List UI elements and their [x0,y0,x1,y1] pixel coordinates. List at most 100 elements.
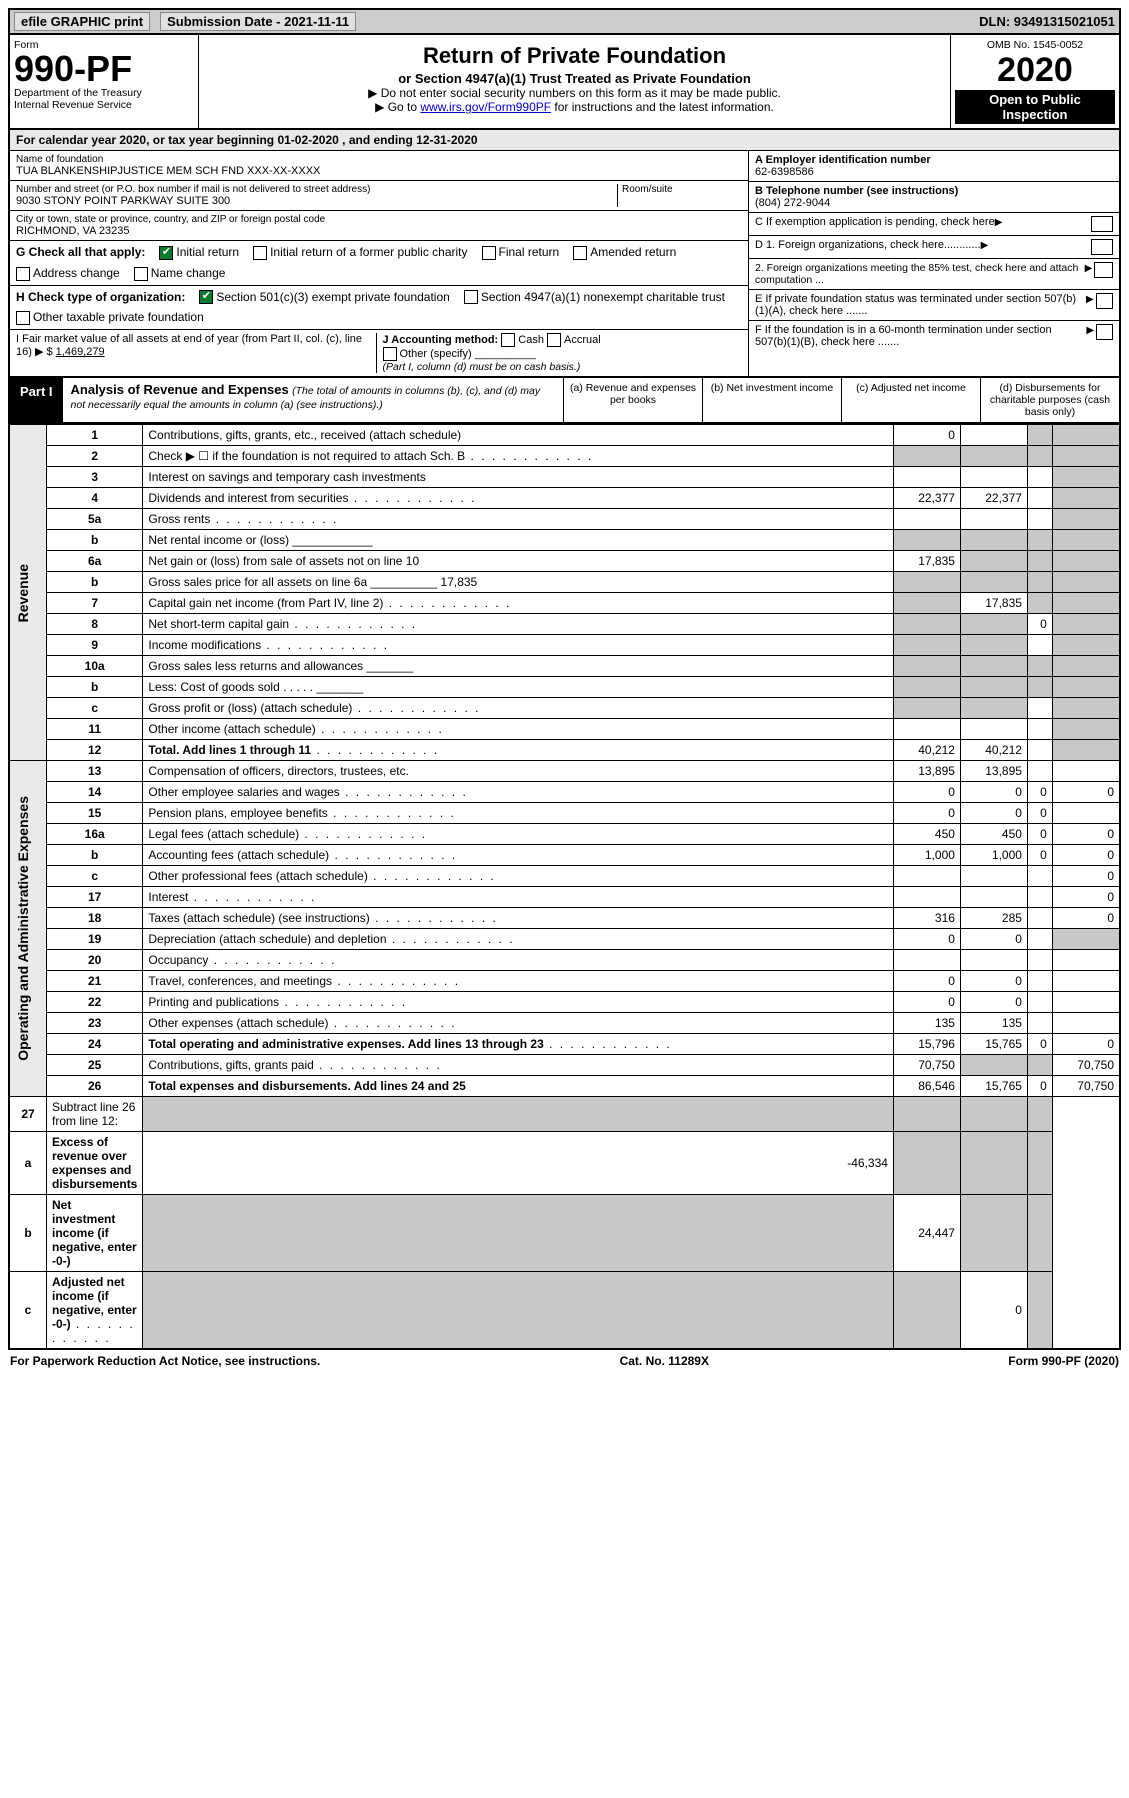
cell-value [1027,1013,1052,1034]
check-accrual[interactable] [547,333,561,347]
line-text: Depreciation (attach schedule) and deple… [143,929,894,950]
check-501c3[interactable]: ✔ [199,290,213,304]
line-text: Gross rents [143,509,894,530]
cell-grey [1052,425,1120,446]
check-other-tax[interactable] [16,311,30,325]
check-address-change[interactable] [16,267,30,281]
line-text: Less: Cost of goods sold . . . . . _____… [143,677,894,698]
h-opt-0: Section 501(c)(3) exempt private foundat… [216,290,449,304]
line-num: 23 [47,1013,143,1034]
check-amended[interactable] [573,246,587,260]
cell-value: 0 [1027,1076,1052,1097]
form-header: Form 990-PF Department of the Treasury I… [8,35,1121,130]
city-state: RICHMOND, VA 23235 [16,225,742,237]
line-text: Contributions, gifts, grants, etc., rece… [143,425,894,446]
line-text: Excess of revenue over expenses and disb… [47,1132,143,1195]
cell-value [1027,950,1052,971]
j-label: J Accounting method: [383,334,499,346]
form-subtitle: or Section 4947(a)(1) Trust Treated as P… [205,71,944,86]
line-text: Adjusted net income (if negative, enter … [47,1272,143,1350]
efile-print-btn[interactable]: efile GRAPHIC print [14,12,150,31]
line-num: 9 [47,635,143,656]
check-initial-return[interactable]: ✔ [159,246,173,260]
check-4947[interactable] [464,290,478,304]
cell-grey [960,677,1027,698]
part1-title: Analysis of Revenue and Expenses [71,382,289,397]
cell-value: 0 [893,803,960,824]
cell-value [1027,971,1052,992]
check-final-return[interactable] [482,246,496,260]
line-text: Check ▶ ☐ if the foundation is not requi… [143,446,894,467]
irs: Internal Revenue Service [14,99,194,111]
col-c: (c) Adjusted net income [841,378,980,422]
cell-grey [1052,530,1120,551]
cell-value [1052,761,1120,782]
line-text: Total operating and administrative expen… [143,1034,894,1055]
cell-grey [143,1195,894,1272]
cell-value [960,467,1027,488]
part1-header: Part I Analysis of Revenue and Expenses … [8,378,1121,424]
cell-value: 86,546 [893,1076,960,1097]
check-d2[interactable] [1094,262,1113,278]
line-text: Travel, conferences, and meetings [143,971,894,992]
c-label: C If exemption application is pending, c… [755,216,995,232]
cell-value: 0 [1052,866,1120,887]
addr-label: Number and street (or P.O. box number if… [16,184,617,195]
table-row: 14Other employee salaries and wages0000 [9,782,1120,803]
section-label: Revenue [9,425,47,761]
h-opt-2: Other taxable private foundation [33,310,204,324]
check-cash[interactable] [501,333,515,347]
line-num: 25 [47,1055,143,1076]
check-initial-former[interactable] [253,246,267,260]
cell-grey [1052,509,1120,530]
cell-value: 316 [893,908,960,929]
cell-grey [893,698,960,719]
cell-value [960,887,1027,908]
cell-value: 0 [960,992,1027,1013]
g-opt-5: Name change [151,266,226,280]
cell-grey [893,593,960,614]
g-opt-0: Initial return [176,245,239,259]
line-num: a [9,1132,47,1195]
cell-grey [893,656,960,677]
cell-value: 135 [893,1013,960,1034]
line-text: Total. Add lines 1 through 11 [143,740,894,761]
link-irs-gov[interactable]: www.irs.gov/Form990PF [420,100,551,114]
cell-grey [1052,698,1120,719]
table-row: 3Interest on savings and temporary cash … [9,467,1120,488]
line-text: Net investment income (if negative, ente… [47,1195,143,1272]
check-other-acct[interactable] [383,347,397,361]
line-text: Dividends and interest from securities [143,488,894,509]
cell-value: 0 [1027,782,1052,803]
line-num: c [47,866,143,887]
cell-value: 70,750 [1052,1055,1120,1076]
cell-value [1027,929,1052,950]
check-name-change[interactable] [134,267,148,281]
dln: DLN: 93491315021051 [979,14,1115,29]
cell-value [893,467,960,488]
check-f[interactable] [1096,324,1113,340]
cell-grey [1052,719,1120,740]
cell-value [893,509,960,530]
cell-value: 450 [893,824,960,845]
check-d1[interactable] [1091,239,1113,255]
line-num: 26 [47,1076,143,1097]
line-num: b [47,530,143,551]
check-e[interactable] [1096,293,1113,309]
cell-value: 0 [1052,887,1120,908]
check-c[interactable] [1091,216,1113,232]
open-public: Open to Public Inspection [955,90,1115,124]
cell-value: 0 [893,992,960,1013]
line-num: 2 [47,446,143,467]
cell-grey [1027,446,1052,467]
line-num: c [47,698,143,719]
line-text: Interest on savings and temporary cash i… [143,467,894,488]
room-label: Room/suite [622,184,742,195]
f-label: F If the foundation is in a 60-month ter… [755,324,1086,348]
calendar-year-line: For calendar year 2020, or tax year begi… [8,130,1121,151]
line-text: Gross sales price for all assets on line… [143,572,894,593]
part1-table: Revenue1Contributions, gifts, grants, et… [8,424,1121,1350]
table-row: 18Taxes (attach schedule) (see instructi… [9,908,1120,929]
cell-value: 0 [1052,1034,1120,1055]
note-ssn: ▶ Do not enter social security numbers o… [205,86,944,100]
